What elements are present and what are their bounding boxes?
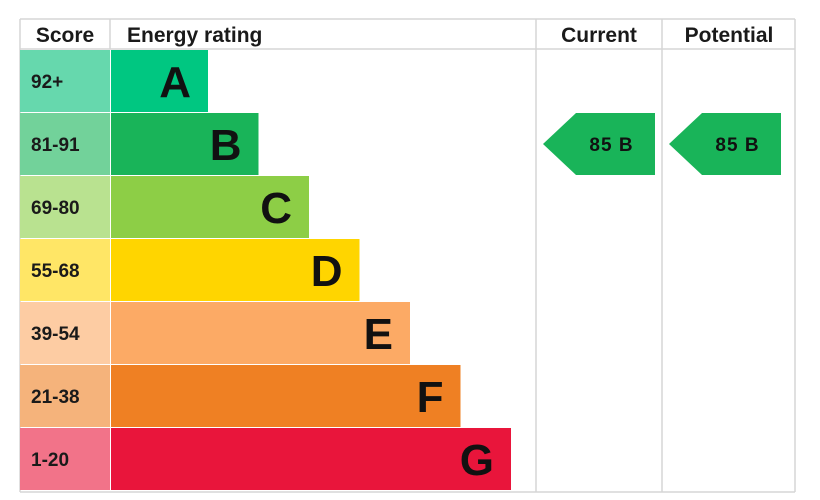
- score-label-f: 21-38: [31, 387, 80, 408]
- header-current: Current: [561, 24, 637, 47]
- score-cell-f: [20, 365, 110, 427]
- header-score: Score: [36, 24, 94, 47]
- header-energy-rating: Energy rating: [127, 24, 262, 47]
- rating-arrows: 85 B 85 B: [543, 113, 781, 175]
- band-letter-d: D: [311, 247, 343, 296]
- band-bar-d: [111, 239, 360, 301]
- score-cell-a: [20, 50, 110, 112]
- score-cell-d: [20, 239, 110, 301]
- band-letter-f: F: [417, 373, 444, 422]
- rating-bands: 92+ A 81-91 B 69-80 C 55-68 D 39-54 E 21-38 F 1-20 G: [20, 50, 511, 490]
- current-arrow: [543, 113, 655, 175]
- band-letter-e: E: [364, 310, 393, 359]
- current-rating-label: 85 B: [589, 135, 633, 156]
- score-cell-b: [20, 113, 110, 175]
- score-cell-e: [20, 302, 110, 364]
- band-letter-c: C: [260, 184, 292, 233]
- potential-arrow: [669, 113, 781, 175]
- band-letter-g: G: [460, 436, 494, 485]
- header-potential: Potential: [685, 24, 774, 47]
- score-label-c: 69-80: [31, 198, 80, 219]
- score-label-b: 81-91: [31, 135, 80, 156]
- score-label-g: 1-20: [31, 450, 69, 471]
- potential-rating-label: 85 B: [715, 135, 759, 156]
- band-bar-g: [111, 428, 511, 490]
- score-label-a: 92+: [31, 72, 63, 93]
- band-bar-e: [111, 302, 410, 364]
- score-label-d: 55-68: [31, 261, 80, 282]
- score-cell-g: [20, 428, 110, 490]
- band-letter-b: B: [210, 121, 242, 170]
- band-bar-b: [111, 113, 259, 175]
- band-bar-a: [111, 50, 208, 112]
- band-bar-c: [111, 176, 309, 238]
- band-letter-a: A: [159, 58, 191, 107]
- band-bar-f: [111, 365, 461, 427]
- score-cell-c: [20, 176, 110, 238]
- score-label-e: 39-54: [31, 324, 80, 345]
